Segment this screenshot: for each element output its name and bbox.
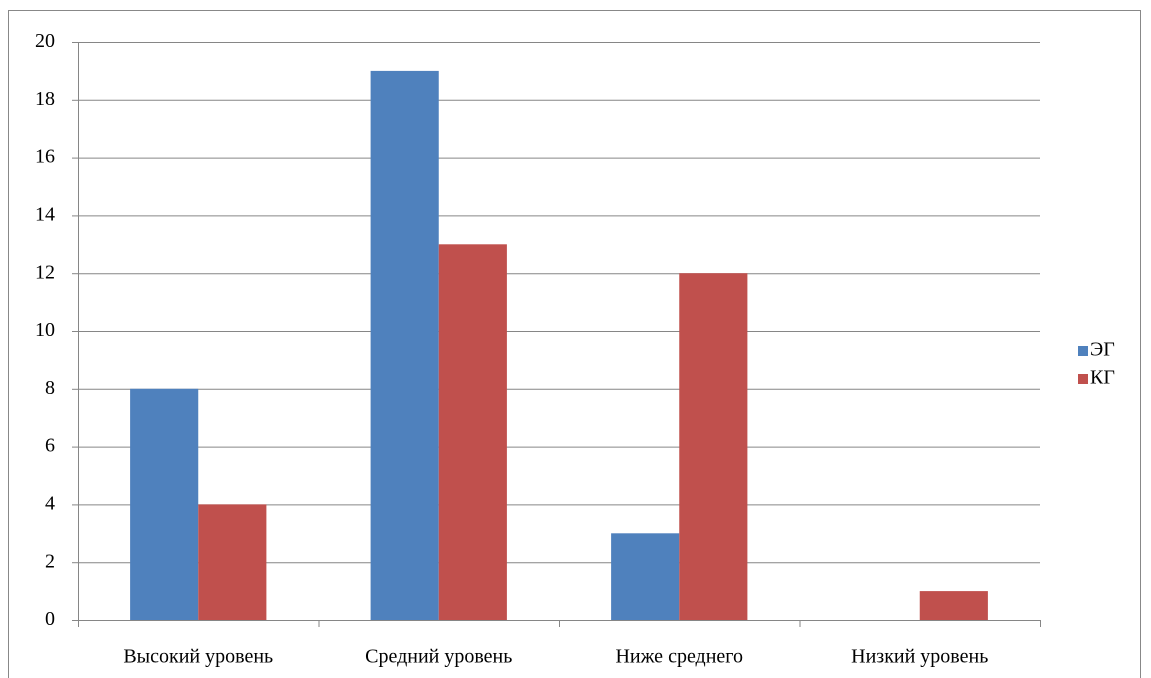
y-tick-label: 18 — [35, 88, 55, 110]
bar — [198, 504, 267, 620]
y-tick-label: 12 — [35, 261, 55, 283]
legend-swatch — [1078, 374, 1088, 384]
bar — [370, 70, 439, 620]
x-tick-label: Средний уровень — [365, 646, 512, 668]
x-tick-label: Ниже среднего — [615, 646, 743, 668]
bar — [130, 388, 199, 620]
bar — [438, 244, 507, 621]
legend-swatch — [1078, 346, 1088, 356]
y-tick-label: 6 — [45, 435, 55, 457]
y-tick-label: 20 — [35, 30, 55, 52]
x-tick-label: Высокий уровень — [123, 646, 273, 668]
y-tick-label: 0 — [45, 608, 55, 630]
legend-label: КГ — [1090, 367, 1115, 389]
y-tick-label: 2 — [45, 550, 55, 572]
y-tick-label: 10 — [35, 319, 55, 341]
y-tick-label: 8 — [45, 377, 55, 399]
legend-label: ЭГ — [1090, 339, 1115, 361]
y-tick-label: 16 — [35, 146, 55, 168]
bar — [919, 591, 988, 620]
x-tick-label: Низкий уровень — [851, 646, 988, 668]
chart-border — [8, 10, 1141, 678]
y-tick-label: 14 — [35, 203, 55, 225]
bar — [611, 533, 680, 620]
y-tick-label: 4 — [45, 492, 55, 514]
bar — [679, 273, 748, 620]
